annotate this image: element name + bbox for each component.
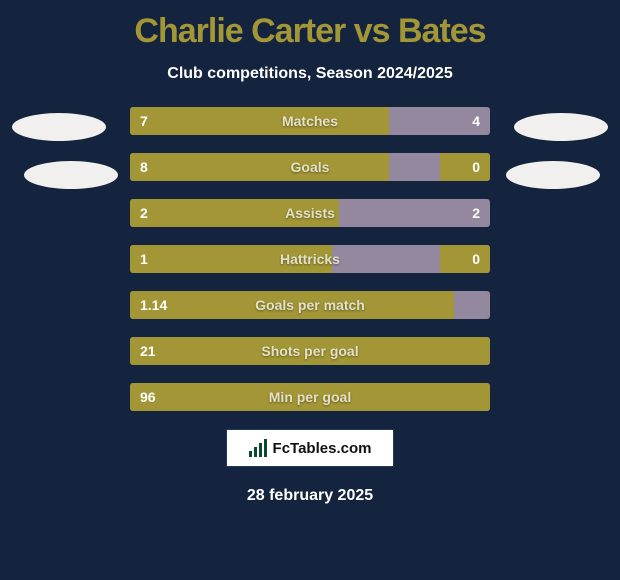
fctables-logo[interactable]: FcTables.com <box>226 429 394 467</box>
metric-label: Matches <box>130 107 490 135</box>
value-right: 0 <box>472 153 480 181</box>
metric-label: Hattricks <box>130 245 490 273</box>
player-badge-left <box>12 113 106 141</box>
logo-bars-icon <box>249 439 267 457</box>
date-label: 28 february 2025 <box>0 487 620 505</box>
metric-label: Min per goal <box>130 383 490 411</box>
metric-row: 1Hattricks0 <box>130 245 490 273</box>
page-title: Charlie Carter vs Bates <box>0 0 620 51</box>
player-badge-right <box>506 161 600 189</box>
value-right: 2 <box>472 199 480 227</box>
metric-row: 8Goals0 <box>130 153 490 181</box>
metric-row: 21Shots per goal <box>130 337 490 365</box>
metric-label: Goals <box>130 153 490 181</box>
metric-row: 96Min per goal <box>130 383 490 411</box>
player-badge-left <box>24 161 118 189</box>
metric-label: Assists <box>130 199 490 227</box>
comparison-chart: 7Matches4 8Goals0 2Assists2 1Hattricks0 1.14… <box>0 107 620 411</box>
metric-row: 1.14Goals per match <box>130 291 490 319</box>
metric-row: 2Assists2 <box>130 199 490 227</box>
value-right: 4 <box>472 107 480 135</box>
player-badge-right <box>514 113 608 141</box>
metric-row: 7Matches4 <box>130 107 490 135</box>
logo-text: FcTables.com <box>273 440 372 457</box>
subtitle: Club competitions, Season 2024/2025 <box>0 65 620 83</box>
metric-label: Shots per goal <box>130 337 490 365</box>
value-right: 0 <box>472 245 480 273</box>
metric-label: Goals per match <box>130 291 490 319</box>
